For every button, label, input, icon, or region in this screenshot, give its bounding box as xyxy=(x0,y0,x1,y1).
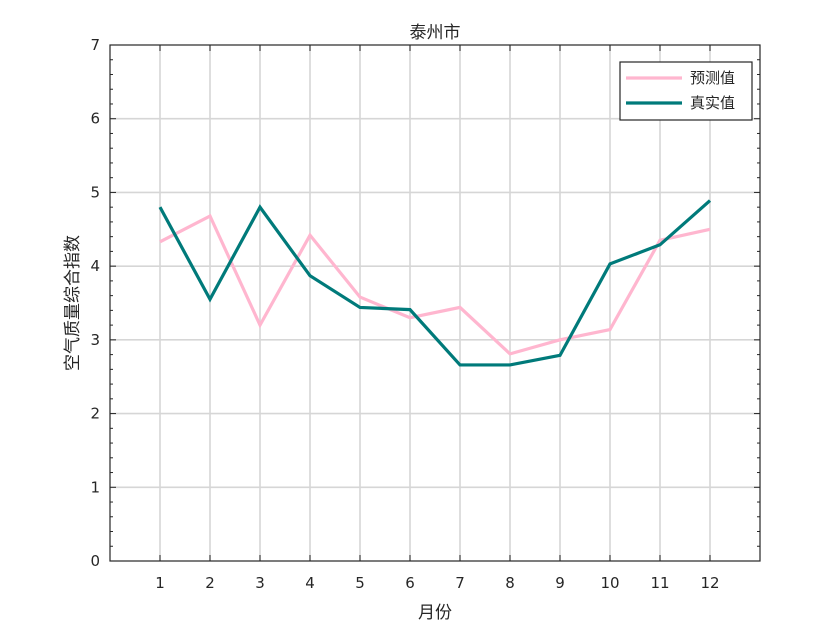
series-line-1 xyxy=(159,213,711,356)
y-tick-label: 6 xyxy=(90,110,100,128)
chart-title: 泰州市 xyxy=(410,23,461,43)
x-tick-label: 7 xyxy=(455,574,465,592)
x-axis-label: 月份 xyxy=(418,603,452,623)
series-lines xyxy=(158,199,712,367)
x-tick-label: 1 xyxy=(155,574,165,592)
x-tick-label: 3 xyxy=(255,574,265,592)
legend-label-2: 真实值 xyxy=(690,94,735,112)
y-tick-label: 0 xyxy=(90,552,100,570)
x-tick-label: 2 xyxy=(205,574,215,592)
x-tick-label: 4 xyxy=(305,574,315,592)
y-tick-label: 7 xyxy=(90,36,100,54)
x-tick-label: 10 xyxy=(600,574,619,592)
x-tick-label: 11 xyxy=(650,574,669,592)
plot-frame xyxy=(109,44,761,562)
y-tick-label: 2 xyxy=(90,405,100,423)
y-axis-label: 空气质量综合指数 xyxy=(63,235,83,371)
series-line-2 xyxy=(158,199,712,367)
y-tick-label: 1 xyxy=(90,478,100,496)
x-tick-label: 8 xyxy=(505,574,515,592)
legend-label-1: 预测值 xyxy=(690,69,735,87)
grid xyxy=(110,45,760,561)
y-tick-label: 3 xyxy=(90,331,100,349)
y-tick-label: 4 xyxy=(90,257,100,275)
x-tick-label: 5 xyxy=(355,574,365,592)
x-tick-label: 6 xyxy=(405,574,415,592)
y-tick-label: 5 xyxy=(90,183,100,201)
x-tick-label: 12 xyxy=(700,574,719,592)
x-tick-label: 9 xyxy=(555,574,565,592)
legend-box xyxy=(619,61,753,121)
